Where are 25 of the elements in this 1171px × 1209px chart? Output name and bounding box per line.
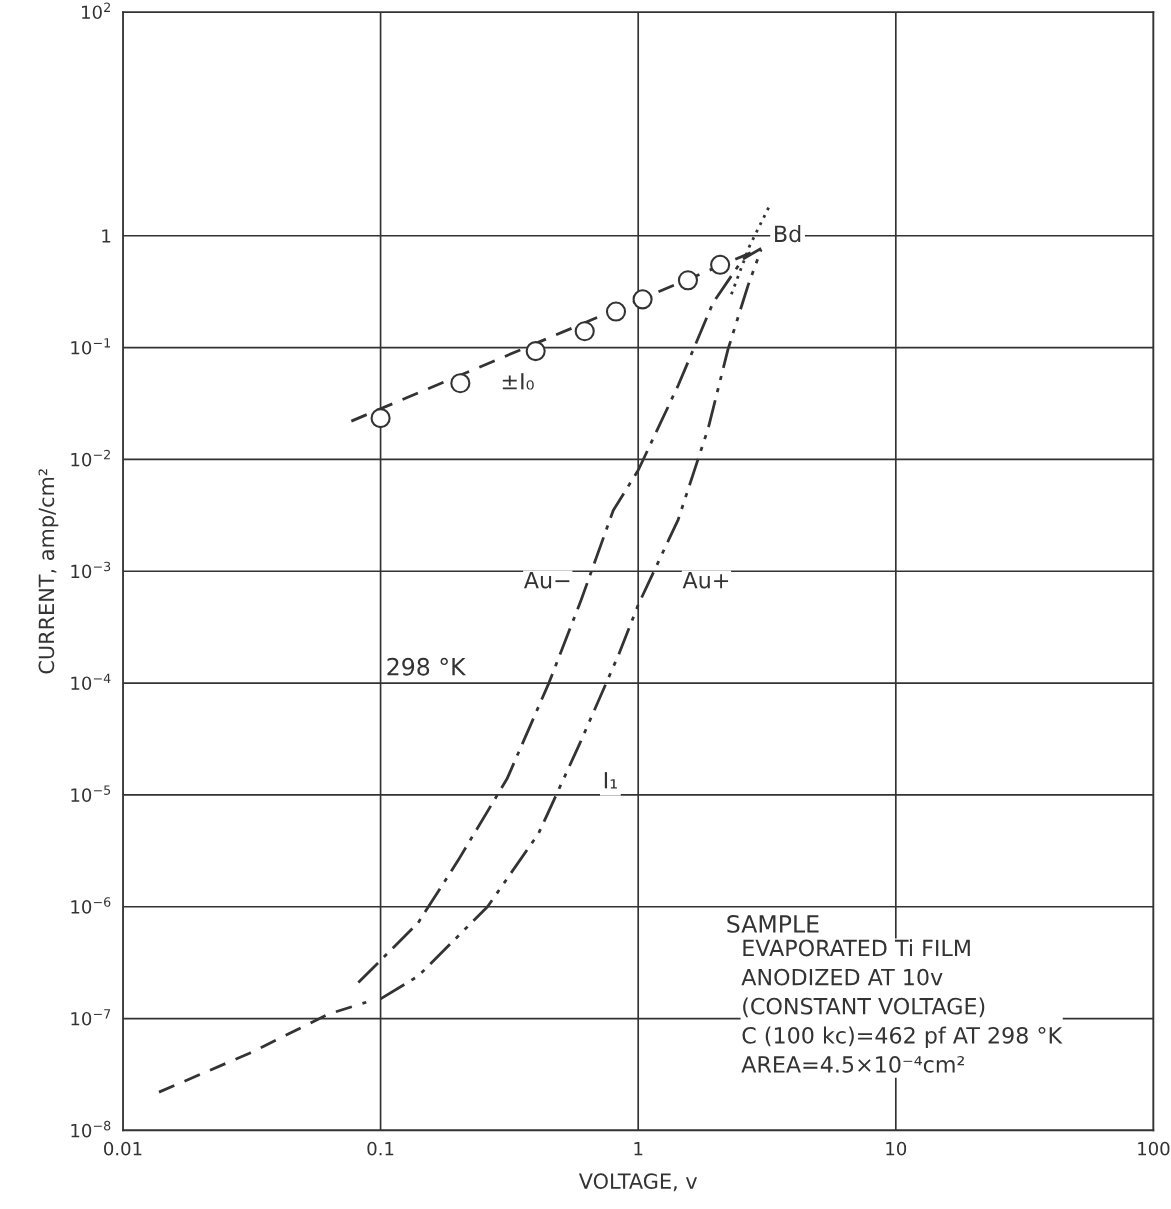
y-tick-label: 10$^{2}$ bbox=[82, 2, 110, 20]
x-tick-label: 0.1 bbox=[367, 1141, 394, 1156]
y-tick-label: 10$^{−1}$ bbox=[71, 338, 111, 355]
annotation: Au+ bbox=[682, 571, 729, 589]
annotation: EVAPORATED Ti FILM ANODIZED AT 10v (CONSTANT VOLTAGE) C (100 kc)=462 pf AT 298 °K AREA=4.5×10⁻⁴cm² bbox=[741, 939, 1063, 1073]
y-axis-title: CURRENT, amp/cm² bbox=[38, 469, 59, 674]
annotation: I₁ bbox=[604, 772, 617, 789]
x-axis-title: VOLTAGE, v bbox=[578, 1173, 698, 1192]
y-tick-label: 1 bbox=[102, 229, 111, 243]
x-tick-label: 1 bbox=[634, 1142, 643, 1156]
y-tick-label: 10$^{−4}$ bbox=[71, 673, 111, 691]
annotation: Bd bbox=[775, 225, 801, 243]
y-tick-label: 10$^{−7}$ bbox=[71, 1009, 111, 1026]
y-tick-label: 10$^{−2}$ bbox=[71, 449, 110, 467]
annotation: SAMPLE bbox=[727, 915, 819, 933]
x-tick-label: 100 bbox=[1138, 1141, 1170, 1156]
annotation: 298 °K bbox=[387, 657, 467, 676]
y-tick-label: 10$^{−3}$ bbox=[71, 561, 111, 579]
y-tick-label: 10$^{−5}$ bbox=[71, 785, 111, 802]
y-tick-label: 10$^{−6}$ bbox=[71, 897, 111, 914]
x-tick-label: 0.01 bbox=[104, 1141, 142, 1156]
annotation: Au− bbox=[523, 571, 570, 589]
x-tick-label: 10 bbox=[886, 1141, 907, 1156]
annotation: ±I₀ bbox=[502, 373, 534, 390]
y-tick-label: 10$^{−8}$ bbox=[71, 1120, 111, 1138]
